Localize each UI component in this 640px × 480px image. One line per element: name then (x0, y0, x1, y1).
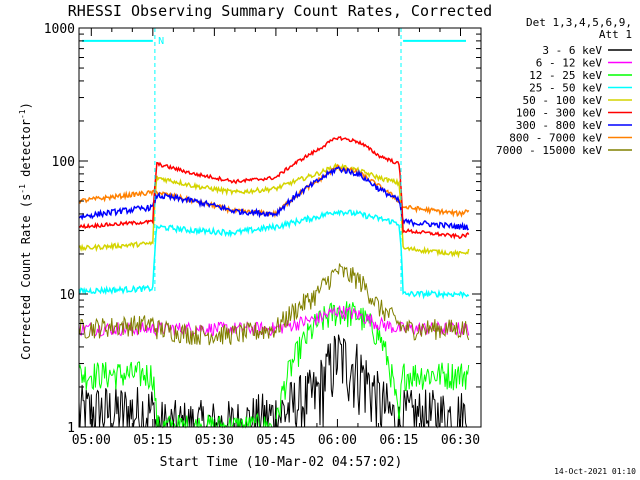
x-tick-label: 05:00 (72, 433, 111, 448)
legend-label-7000-15000: 7000 - 15000 keV (496, 144, 602, 157)
y-axis-label-mid: detector (19, 119, 33, 184)
series-line-25-50 (78, 209, 470, 300)
legend-header-line1: Det 1,3,4,5,6,9, (526, 16, 632, 29)
legend-label-6-12: 6 - 12 keV (536, 57, 603, 70)
series-line-800-7000 (78, 164, 470, 219)
y-tick-label: 1000 (44, 22, 75, 37)
legend-label-100-300: 100 - 300 keV (516, 107, 602, 120)
legend-label-800-7000: 800 - 7000 keV (509, 132, 602, 145)
y-axis-label-end: ) (19, 102, 33, 109)
legend-label-300-800: 300 - 800 keV (516, 119, 602, 132)
series-line-50-100 (78, 162, 470, 259)
x-tick-label: 05:30 (195, 433, 234, 448)
legend-header-line2: Att 1 (599, 28, 632, 41)
x-tick-label: 05:45 (256, 433, 295, 448)
series-line-7000-15000 (78, 263, 470, 346)
series-line-100-300 (78, 135, 470, 240)
x-axis-label: Start Time (10-Mar-02 04:57:02) (160, 455, 403, 470)
y-axis-ticks: 1 10 100 1000 (44, 22, 481, 436)
attenuator-marker-label: N (158, 36, 164, 47)
legend-label-12-25: 12 - 25 keV (529, 69, 602, 82)
y-axis-label: Corrected Count Rate (s-1 detector-1) (18, 102, 33, 360)
plot-frame (78, 27, 482, 428)
y-axis-label-sup2: -1 (18, 109, 27, 119)
series-line-300-800 (78, 165, 469, 231)
chart-title: RHESSI Observing Summary Count Rates, Co… (68, 2, 492, 20)
legend-label-3-6: 3 - 6 keV (542, 44, 602, 57)
x-tick-label: 06:30 (441, 433, 480, 448)
x-tick-label: 05:15 (133, 433, 172, 448)
x-tick-label: 06:15 (379, 433, 418, 448)
y-axis-label-sup1: -1 (18, 184, 27, 194)
y-axis-label-main: Corrected Count Rate (s (19, 194, 33, 360)
x-axis-ticks: 05:00 05:15 05:30 05:45 06:00 06:15 06:30 (72, 28, 480, 448)
x-tick-label: 06:00 (318, 433, 357, 448)
y-tick-label: 1 (67, 421, 75, 436)
plot-area: N (78, 27, 482, 429)
legend-label-50-100: 50 - 100 keV (523, 94, 603, 107)
y-tick-label: 100 (52, 155, 75, 170)
timestamp: 14-Oct-2021 01:10 (554, 467, 636, 476)
y-tick-label: 10 (59, 288, 75, 303)
legend-label-25-50: 25 - 50 keV (529, 82, 602, 95)
